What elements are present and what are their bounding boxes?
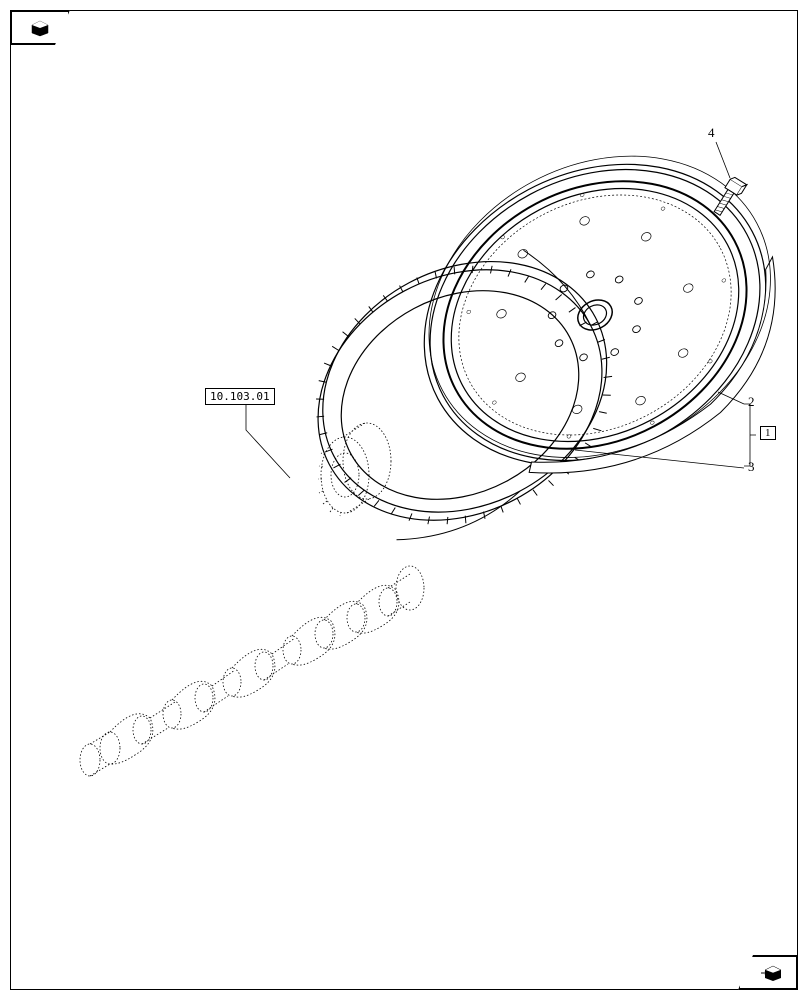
callout-2: 2 — [748, 394, 755, 410]
exploded-diagram — [0, 0, 808, 1000]
callout-4: 4 — [708, 125, 715, 141]
callout-3: 3 — [748, 459, 755, 475]
ring-gear-part — [271, 211, 657, 574]
crankshaft-part — [80, 423, 424, 776]
callout-1: 1 — [760, 426, 776, 440]
ref-label-text: 10.103.01 — [210, 390, 270, 403]
bolt-part — [711, 176, 747, 219]
ref-label: 10.103.01 — [205, 388, 275, 405]
flywheel-part — [369, 98, 808, 531]
